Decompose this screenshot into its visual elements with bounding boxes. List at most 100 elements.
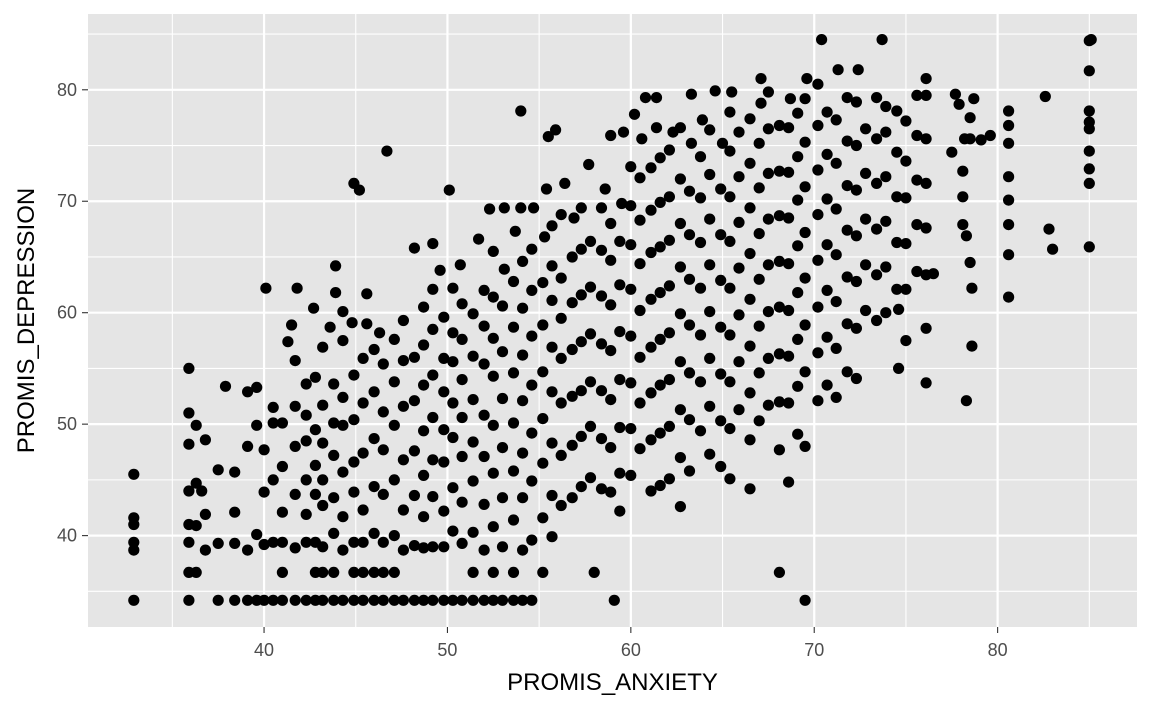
data-point: [337, 391, 349, 403]
data-point: [397, 400, 409, 412]
data-point: [328, 378, 340, 390]
data-point: [1003, 291, 1015, 303]
data-point: [650, 92, 663, 104]
data-point: [282, 336, 294, 348]
data-point: [258, 594, 270, 606]
data-point: [368, 386, 380, 398]
data-point: [478, 409, 490, 421]
data-point: [555, 272, 567, 284]
data-point: [654, 241, 666, 253]
y-tick-label: 70: [57, 191, 77, 211]
data-point: [496, 492, 509, 504]
data-point: [674, 356, 687, 368]
data-point: [397, 544, 409, 556]
data-point: [704, 124, 716, 136]
data-point: [456, 496, 468, 508]
data-point: [526, 475, 538, 487]
data-point: [654, 479, 666, 492]
data-point: [685, 137, 698, 149]
data-point: [634, 258, 646, 270]
data-point: [860, 259, 872, 271]
data-point: [328, 449, 340, 461]
data-point: [753, 137, 765, 149]
data-point: [438, 352, 450, 364]
data-point: [566, 390, 578, 402]
data-point: [625, 469, 637, 481]
data-point: [792, 333, 804, 345]
data-point: [190, 477, 202, 489]
data-point: [328, 527, 340, 540]
data-point: [517, 492, 529, 504]
data-point: [1083, 145, 1095, 157]
data-point: [300, 594, 312, 606]
data-point: [860, 167, 872, 179]
data-point: [507, 417, 520, 429]
data-point: [584, 328, 597, 340]
data-point: [546, 386, 558, 398]
data-point: [650, 122, 663, 134]
data-point: [900, 335, 912, 347]
data-point: [966, 282, 978, 294]
data-point: [528, 202, 540, 214]
data-point: [276, 536, 288, 548]
data-point: [427, 454, 439, 466]
data-point: [550, 124, 562, 136]
data-point: [467, 394, 479, 406]
data-point: [427, 594, 439, 606]
data-point: [537, 413, 549, 425]
data-point: [654, 379, 666, 391]
data-point: [614, 467, 626, 479]
data-point: [1003, 105, 1015, 117]
data-point: [418, 301, 430, 313]
data-point: [663, 374, 676, 386]
data-point: [408, 395, 420, 407]
data-point: [276, 506, 288, 518]
data-point: [830, 391, 842, 403]
data-point: [438, 456, 450, 468]
data-point: [496, 442, 509, 454]
data-point: [361, 318, 373, 330]
data-point: [920, 133, 932, 145]
data-point: [762, 86, 775, 98]
data-point: [812, 209, 824, 221]
data-point: [1039, 90, 1051, 103]
data-point: [438, 386, 450, 398]
data-point: [674, 173, 687, 185]
data-point: [830, 114, 842, 126]
data-point: [799, 181, 811, 193]
data-point: [447, 282, 459, 294]
data-point: [704, 306, 716, 318]
data-point: [645, 485, 657, 497]
data-point: [348, 486, 360, 498]
data-point: [733, 126, 745, 138]
data-point: [762, 399, 775, 411]
data-point: [456, 537, 468, 550]
data-point: [397, 594, 409, 606]
data-point: [715, 183, 727, 195]
data-point: [1085, 34, 1097, 46]
data-point: [408, 540, 420, 552]
data-point: [614, 421, 626, 434]
data-point: [733, 404, 745, 416]
data-point: [792, 107, 804, 119]
data-point: [357, 352, 369, 364]
data-point: [1003, 171, 1015, 183]
data-point: [496, 392, 509, 405]
data-point: [900, 283, 912, 295]
data-point: [841, 366, 853, 378]
y-tick-label: 80: [57, 80, 77, 100]
data-point: [478, 498, 490, 510]
data-point: [812, 395, 824, 407]
x-axis-title: PROMIS_ANXIETY: [507, 669, 718, 696]
data-point: [199, 434, 211, 446]
data-point: [1083, 163, 1095, 175]
data-point: [801, 73, 813, 85]
data-point: [517, 447, 529, 459]
data-point: [219, 380, 232, 392]
data-point: [773, 210, 786, 222]
data-point: [289, 400, 301, 412]
data-point: [330, 287, 342, 299]
data-point: [812, 164, 824, 176]
y-axis-ticks: 40 50 60 70 80: [57, 80, 88, 546]
data-point: [199, 544, 211, 556]
